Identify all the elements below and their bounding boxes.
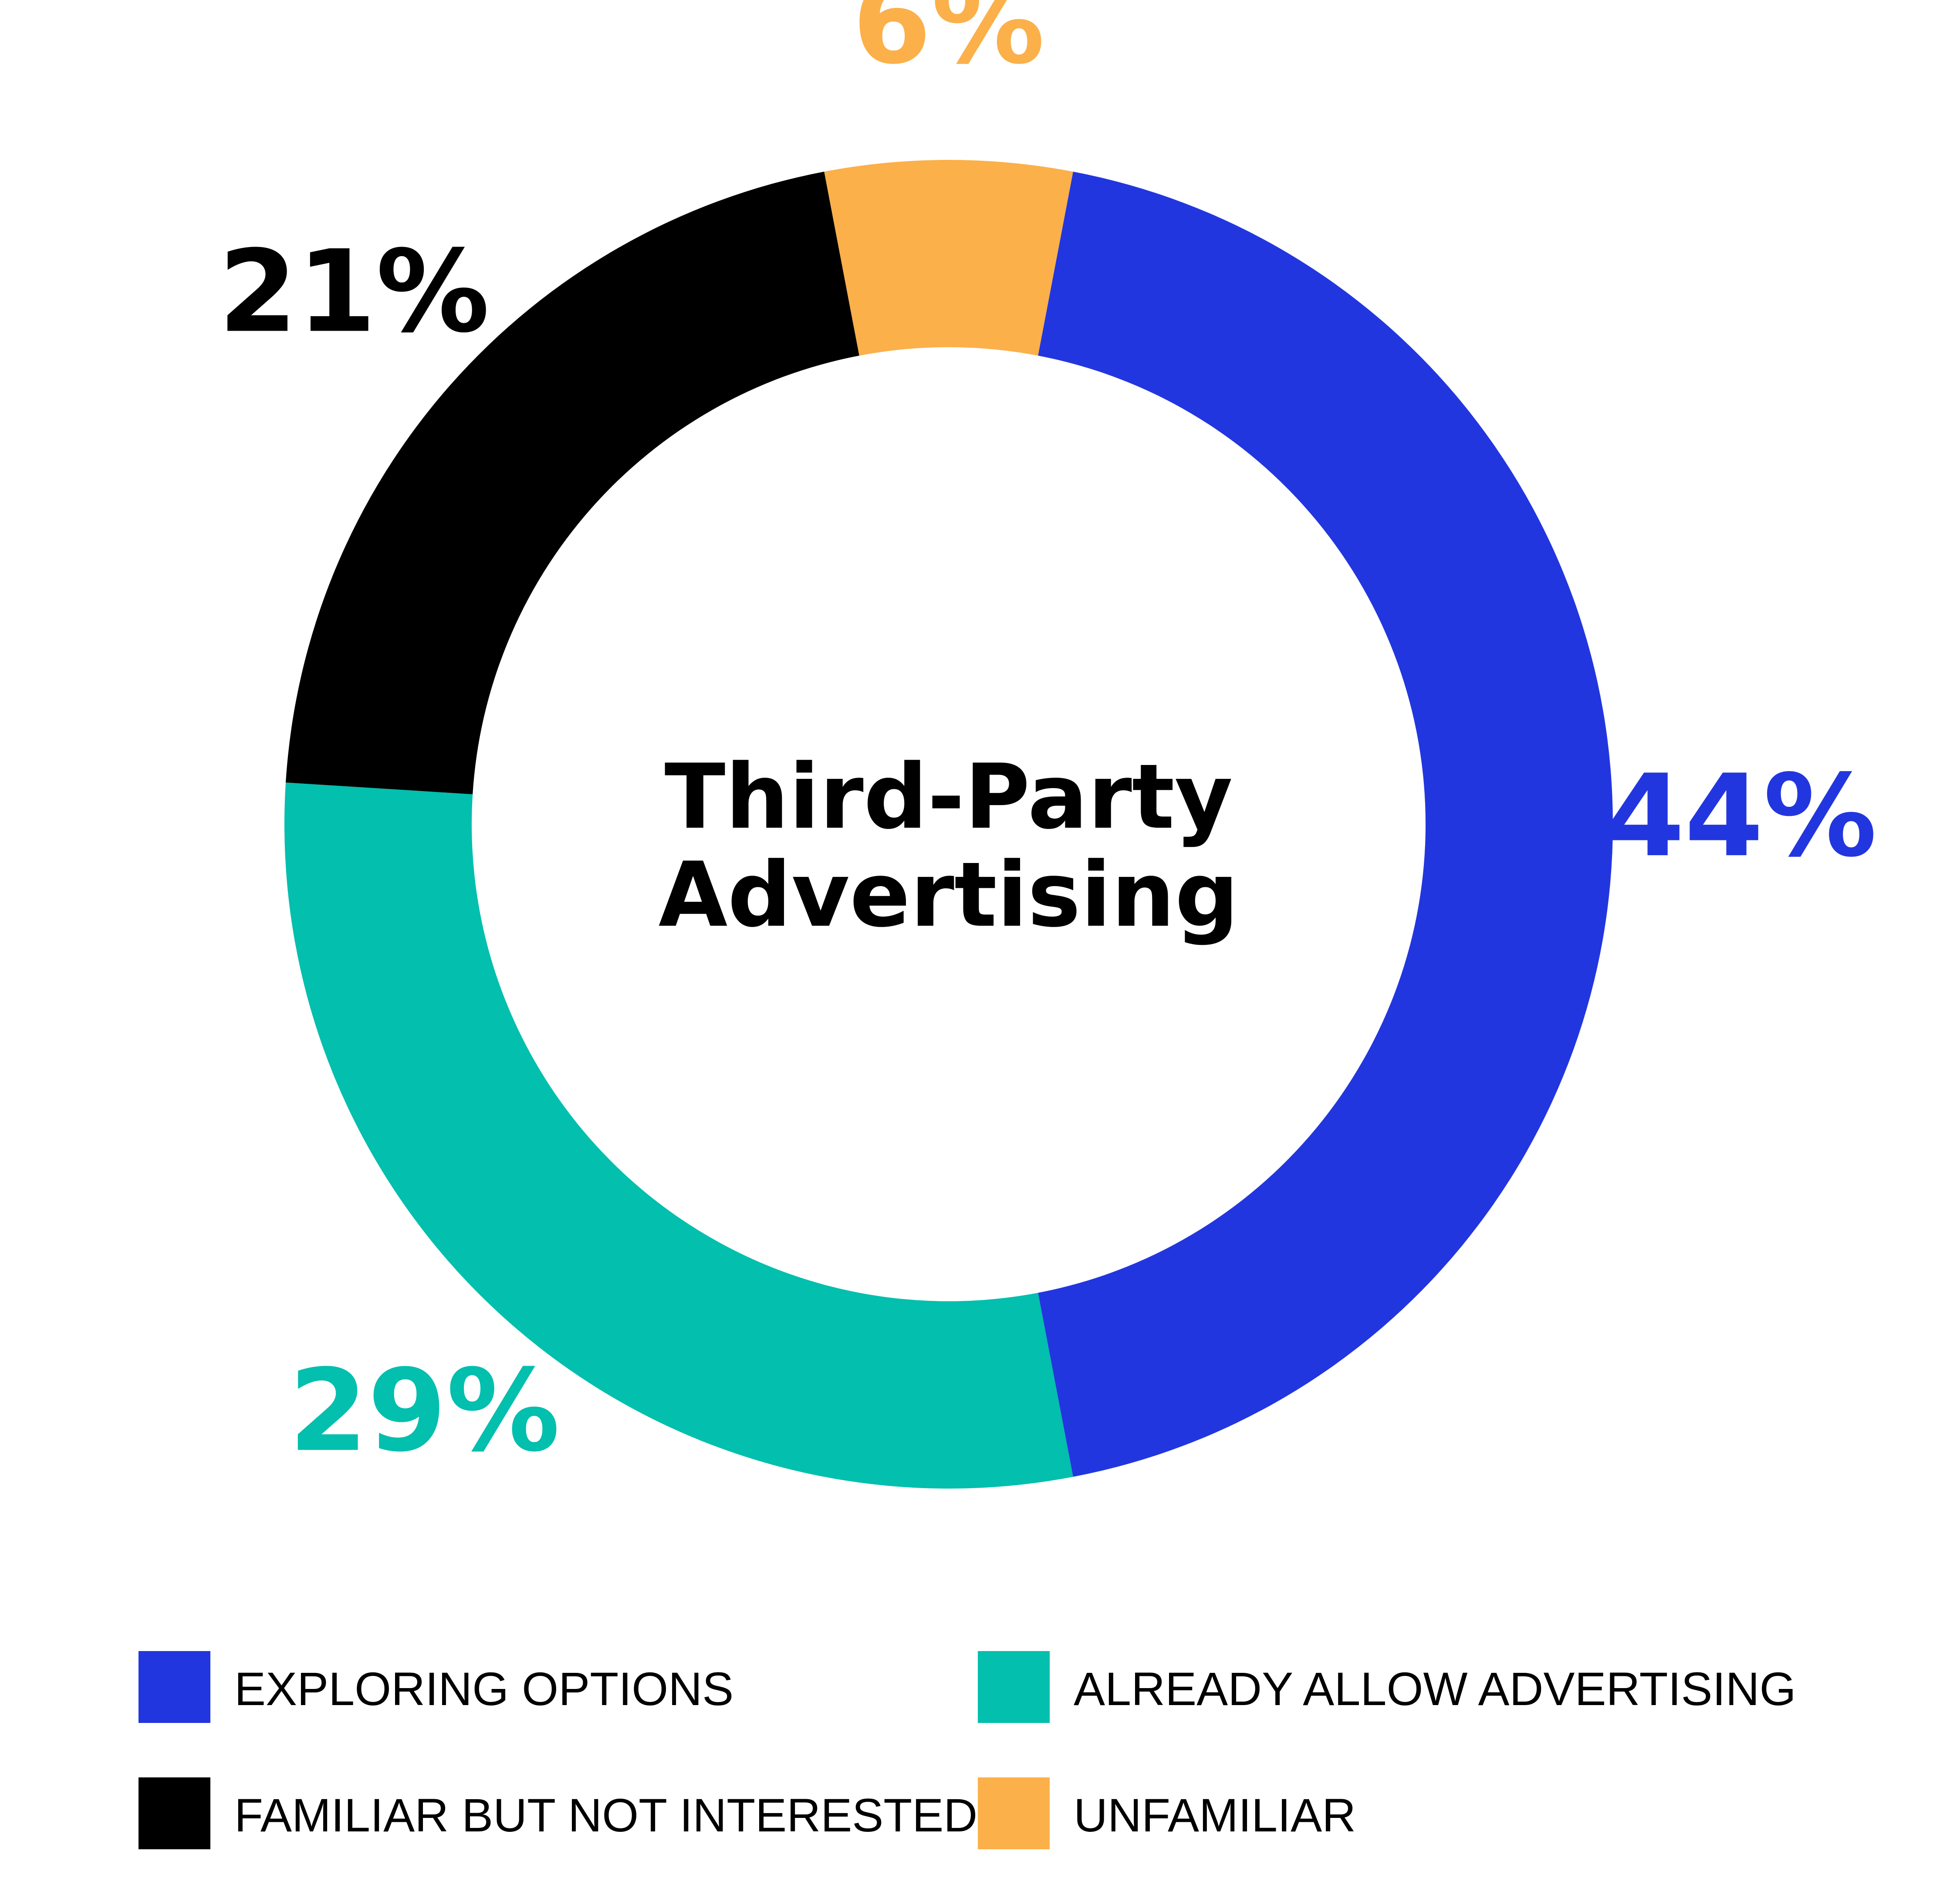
pct-label-already-allow-advertising: 29%	[289, 1345, 560, 1477]
legend-label-familiar-but-not-interested: FAMILIAR BUT NOT INTERESTED	[234, 1789, 977, 1841]
legend-item-already-allow-advertising: ALREADY ALLOW ADVERTISING	[978, 1651, 1796, 1723]
slice-exploring-options	[1038, 172, 1613, 1477]
chart-title-line-2: Advertising	[659, 843, 1239, 947]
chart-title-line-1: Third-Party	[665, 745, 1233, 849]
legend-swatch-exploring-options	[139, 1651, 210, 1723]
slice-unfamiliar	[824, 160, 1073, 356]
legend-item-familiar-but-not-interested: FAMILIAR BUT NOT INTERESTED	[139, 1777, 977, 1849]
legend-item-unfamiliar: UNFAMILIAR	[978, 1777, 1356, 1849]
legend-label-unfamiliar: UNFAMILIAR	[1074, 1789, 1356, 1841]
legend-swatch-already-allow-advertising	[978, 1651, 1050, 1723]
pct-label-exploring-options: 44%	[1606, 751, 1877, 882]
donut-slices	[284, 160, 1613, 1489]
legend-swatch-familiar-but-not-interested	[139, 1777, 210, 1849]
slice-already-allow-advertising	[284, 782, 1073, 1489]
pct-label-unfamiliar: 6%	[852, 0, 1044, 89]
legend: EXPLORING OPTIONS ALREADY ALLOW ADVERTIS…	[139, 1651, 1796, 1849]
slice-familiar-but-not-interested	[286, 172, 859, 795]
pct-label-familiar-but-not-interested: 21%	[219, 227, 490, 358]
legend-label-exploring-options: EXPLORING OPTIONS	[234, 1662, 733, 1715]
legend-item-exploring-options: EXPLORING OPTIONS	[139, 1651, 733, 1723]
legend-swatch-unfamiliar	[978, 1777, 1050, 1849]
percentage-labels: 44% 29% 21% 6%	[219, 0, 1877, 1477]
legend-label-already-allow-advertising: ALREADY ALLOW ADVERTISING	[1074, 1662, 1796, 1715]
